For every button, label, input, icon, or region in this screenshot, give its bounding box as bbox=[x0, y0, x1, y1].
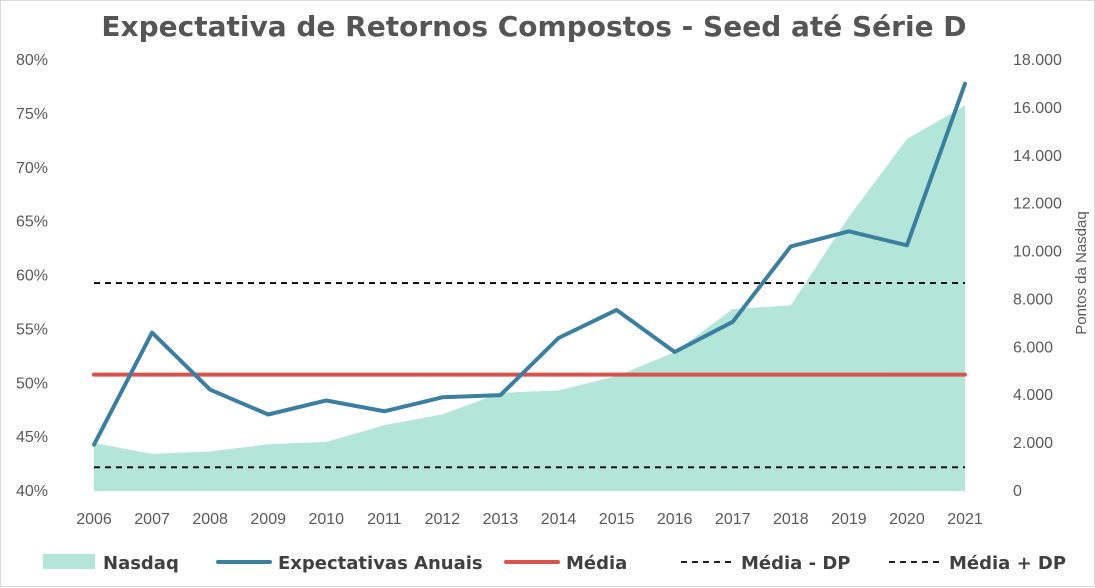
right-tick-label: 6.000 bbox=[1013, 339, 1053, 356]
x-tick-label: 2019 bbox=[831, 511, 867, 528]
expectativas-anuais-line bbox=[92, 81, 967, 447]
left-tick-label: 75% bbox=[16, 106, 48, 123]
nasdaq-area bbox=[94, 105, 965, 491]
x-tick-label: 2010 bbox=[308, 511, 344, 528]
right-tick-label: 14.000 bbox=[1013, 148, 1062, 165]
expectations-line-layer bbox=[92, 81, 967, 447]
right-tick-label: 10.000 bbox=[1013, 244, 1062, 261]
legend: Nasdaq Expectativas Anuais Média Média - DP… bbox=[43, 553, 1066, 574]
left-axis: 40% 45% 50% 55% 60% 65% 70% 75% 80% bbox=[16, 52, 48, 500]
reference-lines-layer bbox=[92, 282, 967, 469]
left-tick-label: 55% bbox=[16, 321, 48, 338]
legend-swatch-nasdaq bbox=[43, 554, 95, 569]
left-tick-label: 40% bbox=[16, 483, 48, 500]
x-tick-label: 2009 bbox=[250, 511, 286, 528]
right-tick-label: 8.000 bbox=[1013, 291, 1053, 308]
left-tick-label: 45% bbox=[16, 429, 48, 446]
right-tick-label: 16.000 bbox=[1013, 100, 1062, 117]
right-axis: 0 2.000 4.000 6.000 8.000 10.000 12.000 14.000 1… bbox=[1013, 52, 1062, 500]
x-axis: 2006 2007 2008 2009 2010 2011 2012 2013 2014 2015… bbox=[76, 511, 983, 528]
x-tick-label: 2014 bbox=[541, 511, 577, 528]
right-tick-label: 0 bbox=[1013, 483, 1022, 500]
x-tick-label: 2016 bbox=[657, 511, 693, 528]
chart-title: Expectativa de Retornos Compostos - Seed… bbox=[101, 10, 966, 43]
x-tick-label: 2011 bbox=[367, 511, 402, 528]
right-tick-label: 2.000 bbox=[1013, 435, 1053, 452]
right-tick-label: 12.000 bbox=[1013, 196, 1062, 213]
legend-label-nasdaq: Nasdaq bbox=[103, 553, 179, 574]
legend-label-expectativas-anuais: Expectativas Anuais bbox=[278, 553, 483, 574]
legend-label-media: Média bbox=[566, 553, 627, 574]
left-tick-label: 70% bbox=[16, 160, 48, 177]
x-tick-label: 2012 bbox=[425, 511, 461, 528]
x-tick-label: 2017 bbox=[715, 511, 751, 528]
x-tick-label: 2007 bbox=[134, 511, 170, 528]
right-tick-label: 4.000 bbox=[1013, 387, 1053, 404]
legend-label-media-dp: Média - DP bbox=[741, 553, 850, 574]
x-tick-label: 2018 bbox=[773, 511, 809, 528]
right-axis-label: Pontos da Nasdaq bbox=[1073, 211, 1090, 334]
x-tick-label: 2020 bbox=[889, 511, 925, 528]
x-tick-label: 2015 bbox=[599, 511, 635, 528]
x-tick-label: 2006 bbox=[76, 511, 112, 528]
x-tick-label: 2013 bbox=[483, 511, 519, 528]
left-tick-label: 50% bbox=[16, 375, 48, 392]
left-tick-label: 60% bbox=[16, 268, 48, 285]
x-tick-label: 2008 bbox=[192, 511, 228, 528]
left-tick-label: 65% bbox=[16, 214, 48, 231]
right-tick-label: 18.000 bbox=[1013, 52, 1062, 69]
x-tick-label: 2021 bbox=[947, 511, 983, 528]
nasdaq-area-layer bbox=[94, 105, 965, 491]
legend-label-media-dp: Média + DP bbox=[949, 553, 1066, 574]
left-tick-label: 80% bbox=[16, 52, 48, 69]
